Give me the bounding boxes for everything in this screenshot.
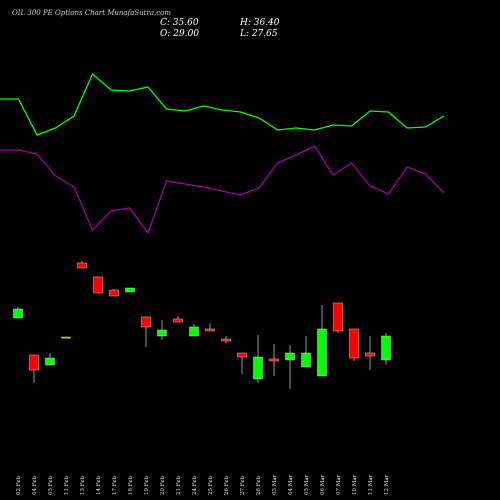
chart-title: OIL 300 PE Options Chart MunafaSutra.com: [12, 9, 171, 17]
open-info: O: 29.00: [160, 29, 199, 39]
x-tick-label: 13 Feb: [80, 475, 86, 495]
x-tick-label: 12 Mar: [384, 474, 390, 495]
x-tick-label: 10 Mar: [352, 474, 358, 495]
x-tick-label: 19 Feb: [144, 475, 150, 495]
x-tick-label: 11 Mar: [368, 474, 374, 495]
candle-body: [189, 326, 199, 337]
candle-body: [45, 357, 55, 366]
x-tick-label: 18 Feb: [128, 475, 134, 495]
candle-body: [317, 328, 327, 377]
x-tick-label: 06 Mar: [320, 474, 326, 495]
candle-body: [237, 352, 247, 358]
candle-body: [13, 308, 23, 319]
candle-body: [61, 336, 71, 339]
candle-body: [173, 318, 183, 323]
x-tick-label: 05 Feb: [48, 475, 54, 495]
candle-body: [349, 328, 359, 359]
x-tick-label: 25 Feb: [208, 475, 214, 495]
x-tick-label: 24 Feb: [192, 475, 198, 495]
x-tick-label: 03 Mar: [272, 474, 278, 495]
candle-body: [221, 338, 231, 342]
candle-body: [333, 302, 343, 332]
high-info: H: 36.40: [239, 18, 280, 28]
x-tick-label: 11 Feb: [64, 475, 70, 495]
candle-body: [253, 356, 263, 380]
x-tick-label: 20 Feb: [160, 475, 166, 495]
candle-body: [93, 276, 103, 294]
x-tick-label: 17 Feb: [112, 475, 118, 495]
line-series: [0, 72, 445, 136]
x-tick-label: 02 Feb: [16, 475, 22, 495]
candle-body: [141, 316, 151, 328]
x-tick-label: 04 Feb: [32, 475, 38, 495]
candle-body: [109, 289, 119, 297]
candle-body: [77, 262, 87, 269]
x-tick-label: 21 Feb: [176, 475, 182, 495]
x-tick-label: 05 Mar: [304, 474, 310, 495]
x-tick-label: 27 Feb: [240, 475, 246, 495]
candle-body: [157, 329, 167, 337]
candle-body: [285, 352, 295, 361]
low-info: L: 27.65: [239, 29, 278, 39]
x-tick-label: 04 Mar: [288, 474, 294, 495]
candle-body: [125, 287, 135, 293]
candle-body: [301, 352, 311, 368]
x-tick-label: 07 Mar: [336, 474, 342, 495]
candle-body: [29, 354, 39, 371]
candle-body: [205, 328, 215, 332]
x-tick-label: 28 Feb: [256, 475, 262, 495]
x-tick-label: 14 Feb: [96, 475, 102, 495]
close-info: C: 35.60: [160, 18, 199, 28]
candle-body: [365, 352, 375, 357]
line-series: [0, 145, 445, 235]
candle-body: [381, 335, 391, 361]
candle-body: [269, 358, 279, 362]
x-tick-label: 26 Feb: [224, 475, 230, 495]
